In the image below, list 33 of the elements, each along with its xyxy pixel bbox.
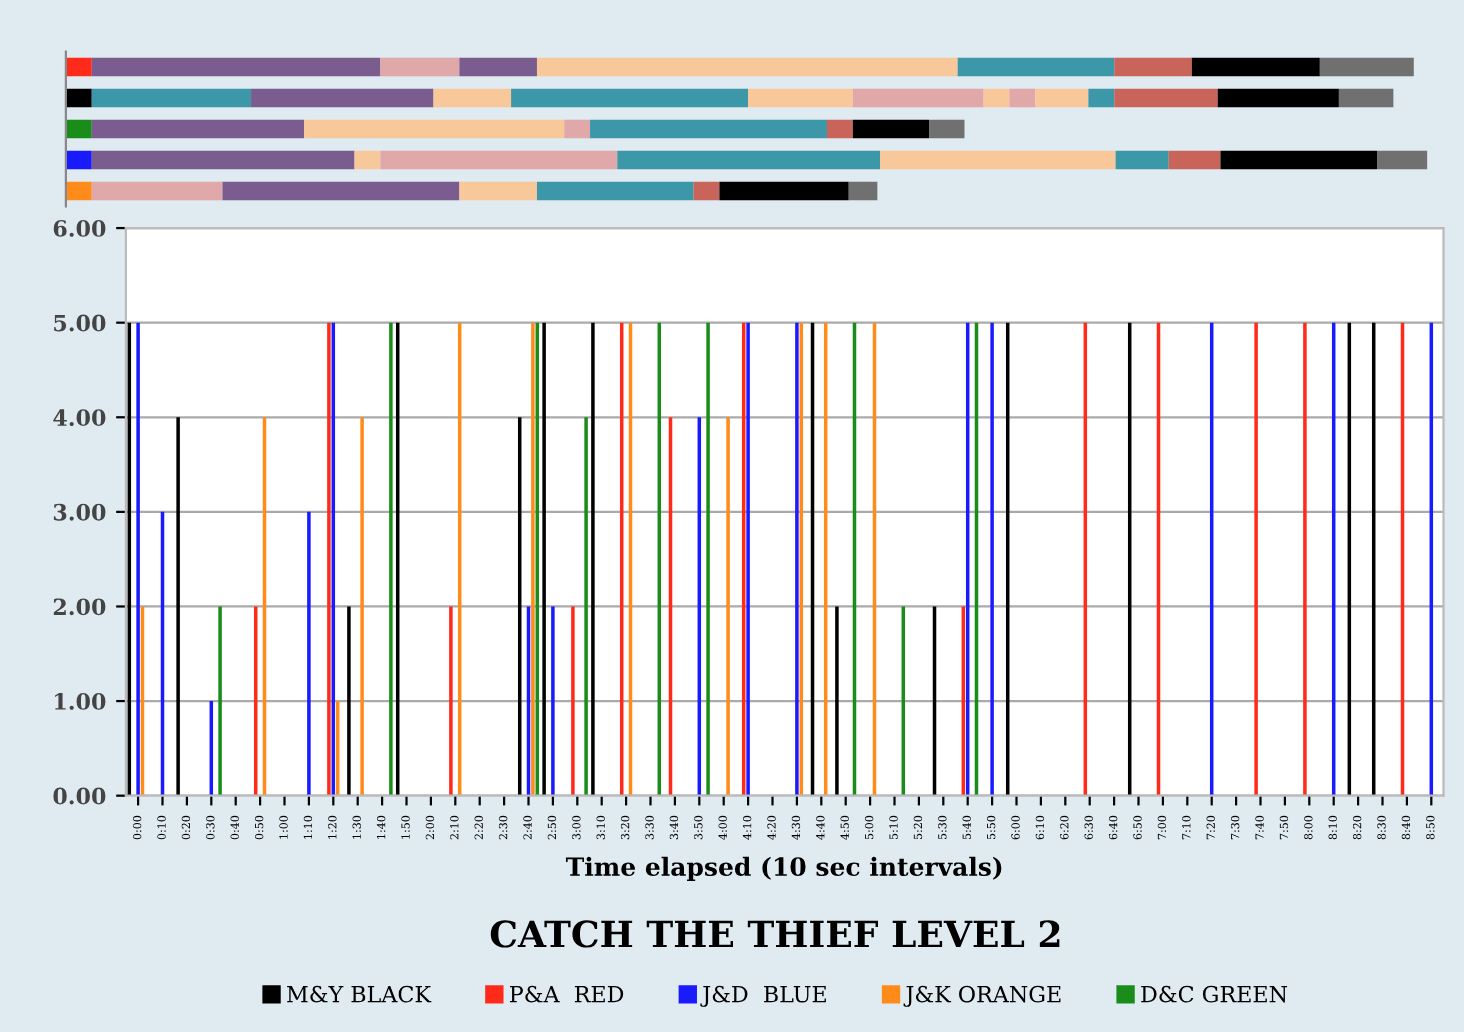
- text: CATCH THE THIEF LEVEL 2: [490, 920, 1060, 948]
- bar: [852, 119, 930, 139]
- x-axis-title: Time elapsed (10 sec intervals): [565, 856, 1002, 881]
- y-tick-label: 1.00: [55, 693, 106, 710]
- legend-label: P&A RED: [510, 985, 624, 1003]
- bar: [91, 119, 305, 139]
- bar: [65, 119, 92, 139]
- bar: [929, 119, 965, 139]
- bar: [617, 150, 881, 170]
- bar: [91, 150, 355, 170]
- bar: [65, 181, 92, 201]
- y-tick-label: 2.00: [53, 598, 106, 616]
- y-tick-label: 5.00: [54, 314, 106, 332]
- legend-label: J&K ORANGE: [903, 985, 1061, 1007]
- legend-label: D&C GREEN: [1141, 985, 1288, 1003]
- bar: [1114, 88, 1218, 108]
- bar: [1338, 88, 1394, 108]
- legend-label: M&Y BLACK: [287, 985, 432, 1003]
- bar: [65, 57, 92, 77]
- bar: [511, 88, 748, 108]
- y-tick-label: 3.00: [53, 503, 106, 521]
- y-tick-label: 0.00: [53, 787, 106, 805]
- bar: [1088, 88, 1115, 108]
- legend-label: J&D BLUE: [700, 985, 826, 1007]
- bar: [1217, 88, 1339, 108]
- bar: [91, 57, 381, 77]
- bar: [848, 181, 878, 201]
- bar: [65, 150, 92, 170]
- y-tick-label: 6.00: [53, 220, 106, 237]
- bar: [590, 119, 827, 139]
- bar: [719, 181, 849, 201]
- bar: [536, 181, 694, 201]
- y-tick-label: 4.00: [53, 409, 106, 427]
